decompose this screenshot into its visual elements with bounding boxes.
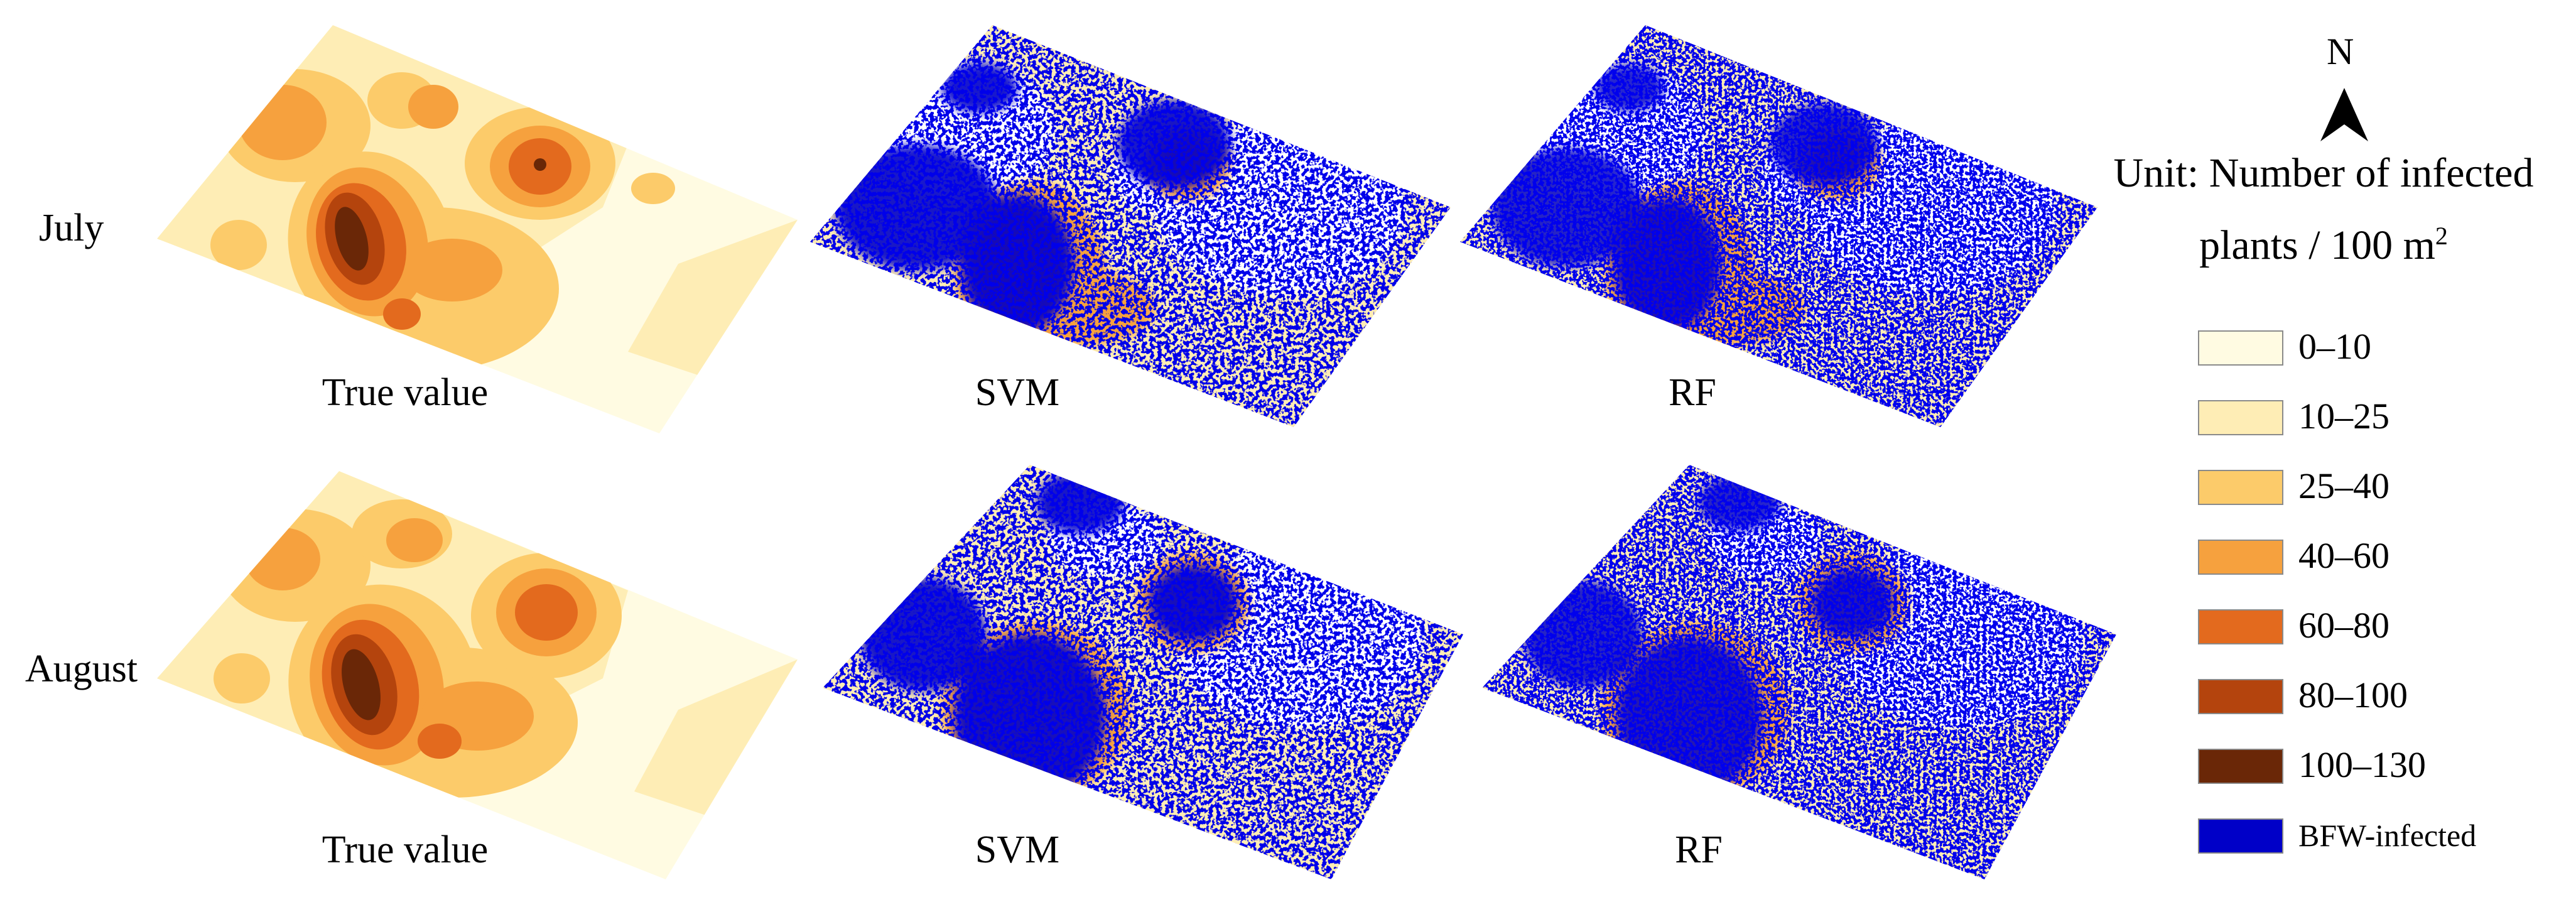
legend-label: 40–60 [2298,535,2389,576]
legend-label: 60–80 [2298,605,2389,646]
legend-title-unit: plants / 100 m [2199,222,2435,268]
map-august-rf [1482,465,2116,879]
row-label-july: July [39,207,104,249]
legend-title-superscript: 2 [2435,222,2448,250]
panel-label-july-rf: RF [1669,371,1716,414]
map-august-svm [823,465,1463,879]
row-label-august: August [25,648,138,690]
legend-title-line2: plants / 100 m2 [2085,221,2562,269]
panel-label-july-svm: SVM [975,371,1060,414]
legend-swatch [2198,470,2283,505]
map-august-true-value [157,471,798,879]
legend-label: 0–10 [2298,326,2371,367]
legend-label: 80–100 [2298,675,2408,715]
panel-label-august-rf: RF [1675,828,1723,871]
legend-swatch [2198,749,2283,784]
legend-swatch [2198,400,2283,435]
north-label: N [2327,31,2354,72]
legend-swatch [2198,679,2283,714]
legend-swatch [2198,330,2283,366]
panel-label-august-svm: SVM [975,828,1060,871]
legend-label: 10–25 [2298,396,2389,437]
panel-label-august-true-value: True value [322,828,489,871]
panel-label-july-true-value: True value [322,371,489,414]
legend-label: BFW-infected [2298,818,2477,853]
legend-label: 100–130 [2298,744,2426,785]
legend-swatch [2198,818,2283,854]
legend-label: 25–40 [2298,465,2389,506]
legend-swatch [2198,609,2283,644]
legend-swatch [2198,540,2283,575]
legend-title-line1: Unit: Number of infected [2113,150,2534,196]
north-arrow-icon [2320,88,2368,141]
